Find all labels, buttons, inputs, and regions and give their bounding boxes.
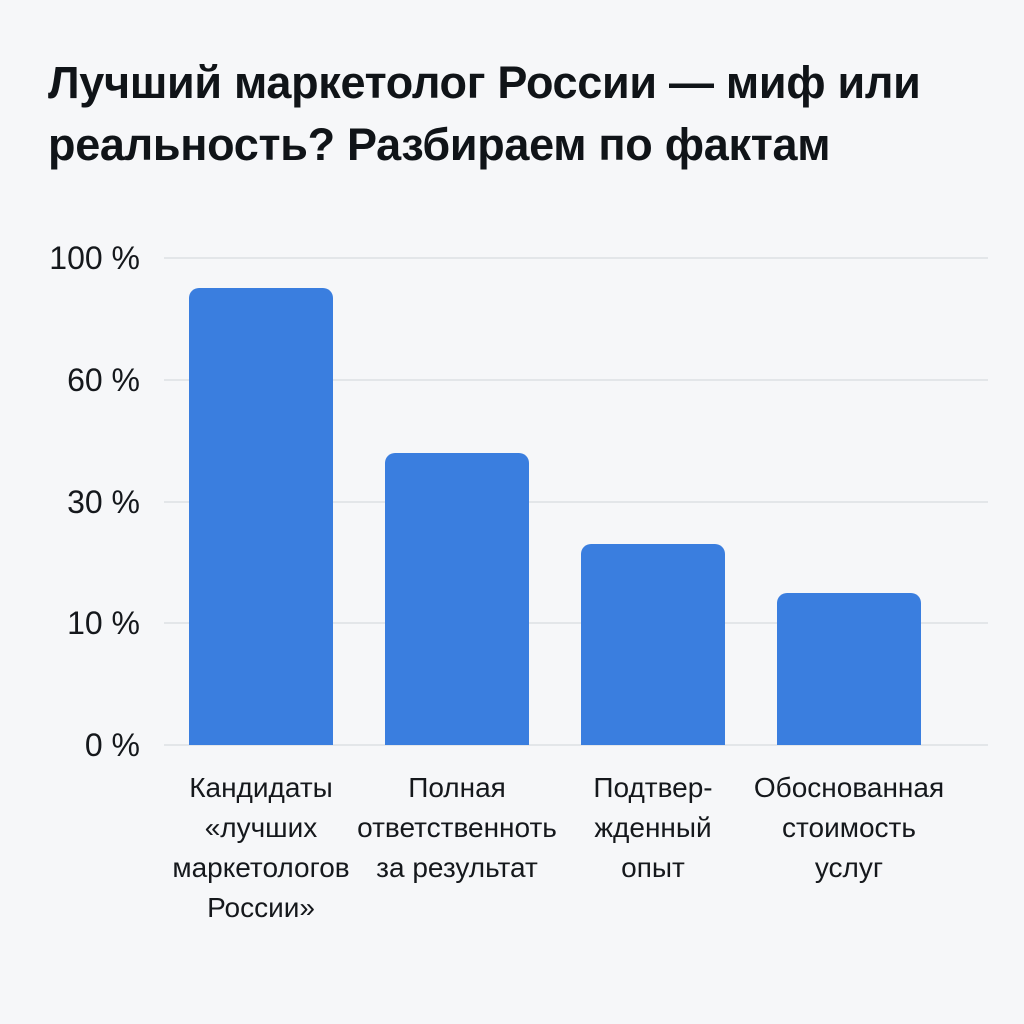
chart-title-line-2: реальность? Разбираем по фактам xyxy=(48,119,831,170)
category-label-line: за результат xyxy=(376,852,538,883)
bar-4 xyxy=(777,593,921,745)
y-axis-tick-label-0: 0 % xyxy=(84,727,140,763)
bar-1 xyxy=(189,288,333,745)
bar-2 xyxy=(385,453,529,745)
category-label-line: жденный xyxy=(594,812,712,843)
gridline-30 xyxy=(164,500,988,503)
category-label-line: услуг xyxy=(814,852,884,883)
category-label-line: маркетологов xyxy=(172,852,350,883)
category-label-line: «лучших xyxy=(204,812,318,843)
gridline-100 xyxy=(164,257,988,259)
category-label-line: Подтвер- xyxy=(593,772,713,803)
category-label-line: опыт xyxy=(621,852,685,883)
bar-category-label-2: Полная ответственноть за результат xyxy=(335,768,579,888)
bar-3 xyxy=(581,544,725,745)
category-label-line: Полная xyxy=(408,772,506,803)
y-axis-tick-label-10: 10 % xyxy=(67,605,140,642)
bar-category-label-1: Кандидаты «лучших маркетологов России» xyxy=(139,768,383,928)
y-axis-tick-label-60: 60 % xyxy=(67,361,140,398)
chart-title-line-1: Лучший маркетолог России — миф или xyxy=(48,57,921,108)
category-label-line: Обоснованная xyxy=(753,772,945,803)
y-axis-tick-label-30: 30 % xyxy=(67,483,140,520)
bar-category-label-3: Подтвер-жденный опыт xyxy=(531,768,775,888)
category-label-line: России» xyxy=(207,892,315,923)
chart-title: Лучший маркетолог России — миф или реаль… xyxy=(48,52,1008,176)
gridline-60 xyxy=(164,378,988,381)
gridline-0 xyxy=(164,744,988,746)
category-label-line: ответственноть xyxy=(357,812,557,843)
category-label-line: Кандидаты xyxy=(189,772,333,803)
category-label-line: стоимость xyxy=(782,812,916,843)
gridline-10 xyxy=(164,622,988,625)
y-axis-tick-label-100: 100 % xyxy=(49,240,140,276)
bar-category-label-4: Обоснованная стоимость услуг xyxy=(727,768,971,888)
